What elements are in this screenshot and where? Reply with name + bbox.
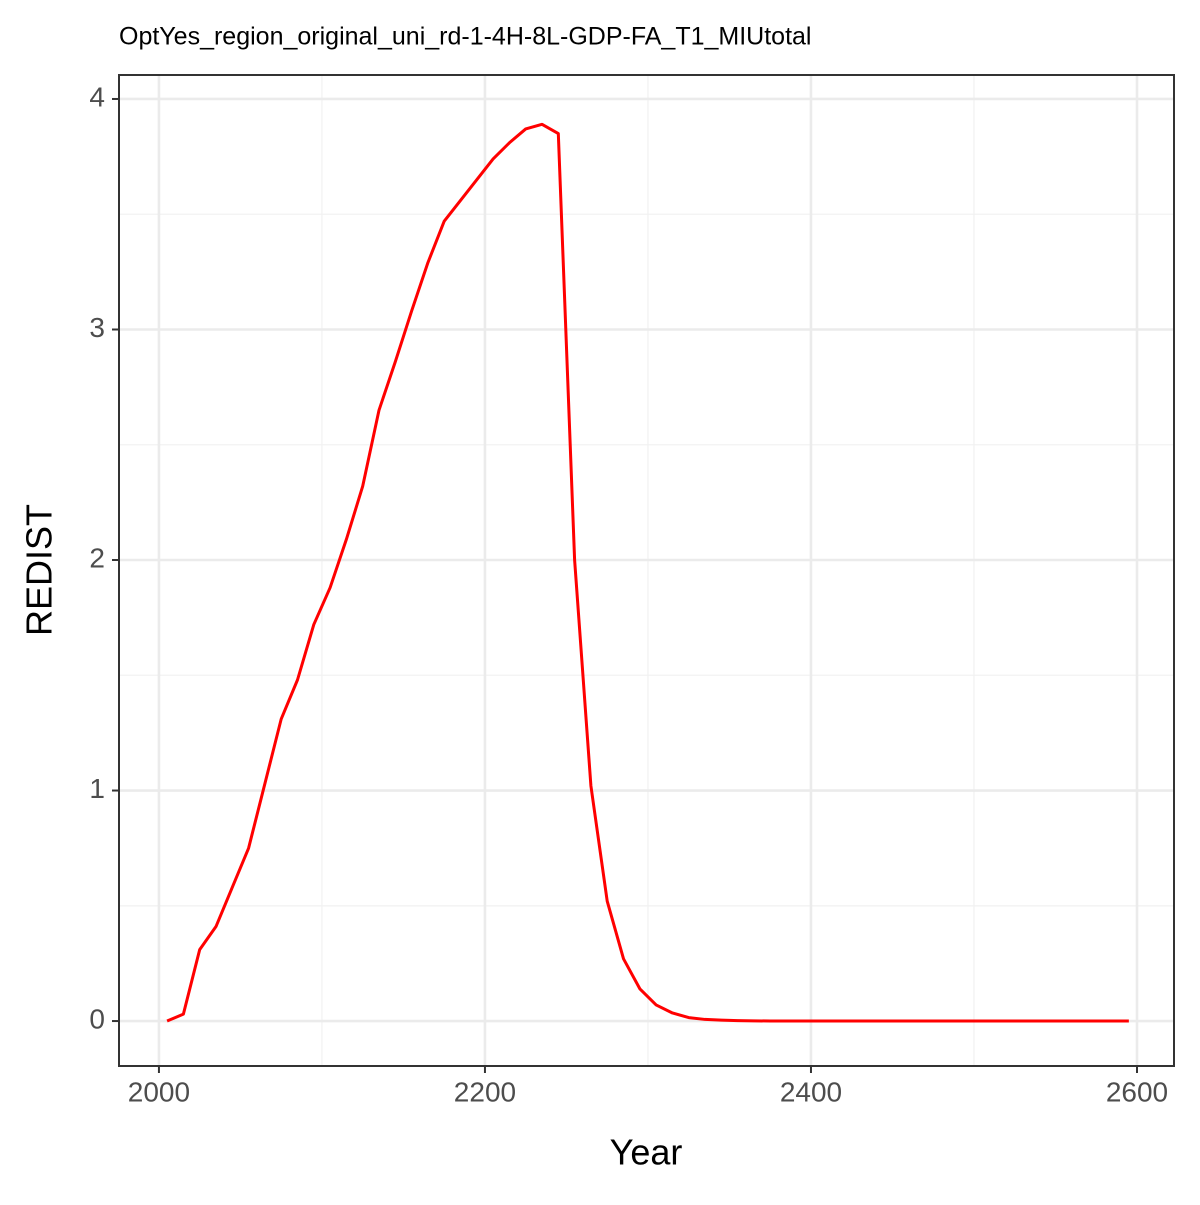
x-axis-title: Year [610, 1132, 683, 1173]
x-tick-label: 2000 [128, 1076, 190, 1107]
panel-border [118, 74, 1175, 1067]
y-tick-label: 1 [89, 773, 105, 804]
y-tick-label: 0 [89, 1003, 105, 1034]
y-tick-label: 4 [89, 81, 105, 112]
y-tick-label: 3 [89, 312, 105, 343]
data-line [166, 122, 1129, 1023]
chart-title: OptYes_region_original_uni_rd-1-4H-8L-GD… [119, 23, 811, 51]
y-tick-label: 2 [89, 542, 105, 573]
y-axis-title: REDIST [19, 504, 60, 636]
x-tick-label: 2600 [1106, 1076, 1168, 1107]
x-tick-label: 2400 [780, 1076, 842, 1107]
x-tick-label: 2200 [454, 1076, 516, 1107]
